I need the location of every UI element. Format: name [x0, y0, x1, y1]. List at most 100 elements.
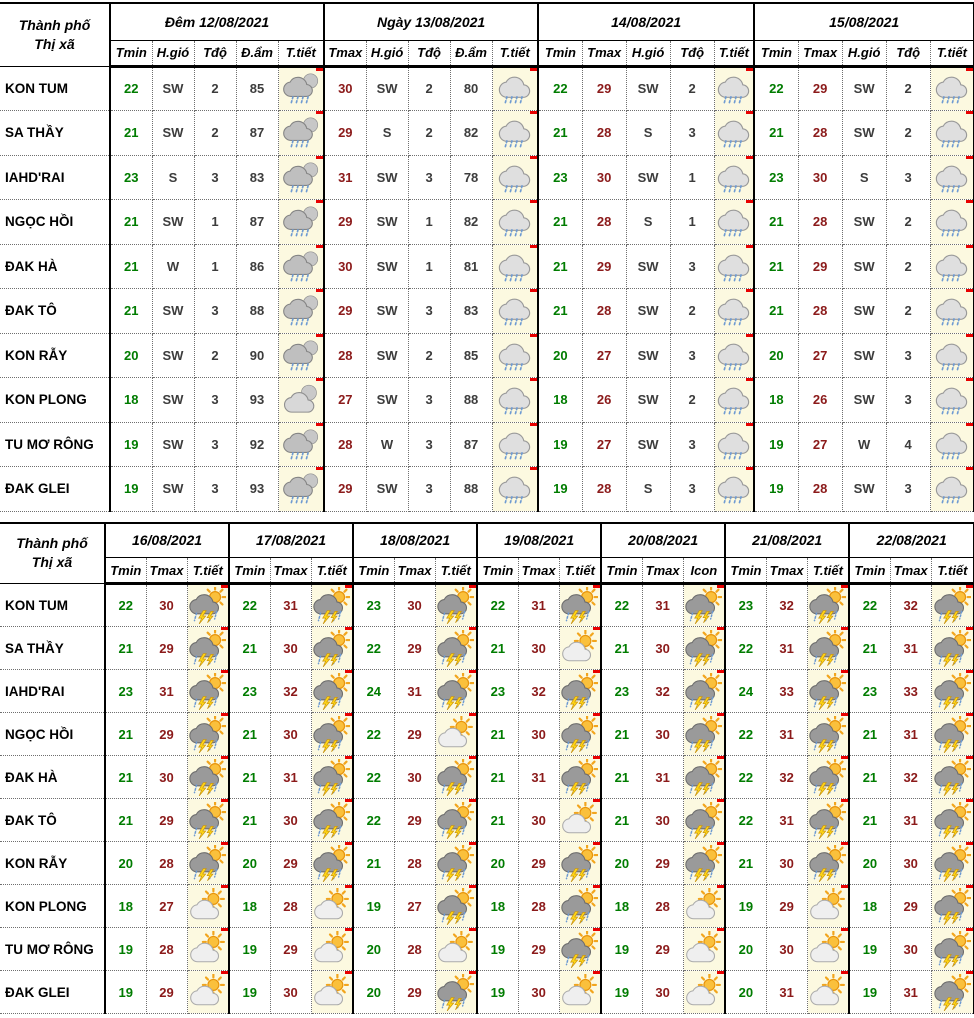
cell-wind: SW	[841, 243, 887, 289]
cell-level: 3	[407, 421, 451, 467]
rain-icon	[496, 203, 533, 240]
cell-tmax: 29	[581, 243, 627, 289]
date-header-row: Thành phố Thị xã Đêm 12/08/2021 Ngày 13/08/…	[0, 2, 974, 67]
table2-weather-forecast: Thành phố Thị xã 16/08/2021 17/08/2021 18/08…	[0, 521, 974, 1014]
table-row: KON PLONG 18 SW 3 93 27 SW 3 88 18 26 SW 2 18 26 SW 3	[0, 377, 974, 423]
cell-tmax: 28	[797, 466, 843, 512]
cell-tmin: 19	[352, 884, 395, 928]
cell-level: 3	[193, 466, 237, 512]
column-header: H.gió	[625, 39, 671, 68]
cell-humid: 93	[235, 377, 279, 423]
cell-tmin: 21	[228, 712, 271, 756]
moon-rain-icon	[282, 248, 319, 285]
cell-tmin: 19	[753, 466, 799, 512]
rain-icon	[715, 203, 752, 240]
cell-tmax: 27	[393, 884, 436, 928]
column-header: T.tiết	[491, 39, 540, 68]
cell-tmin: 20	[109, 332, 153, 378]
column-header: T.tiết	[277, 39, 326, 68]
cell-wind: SW	[151, 288, 195, 334]
cell-tmin: 21	[104, 712, 147, 756]
moon-rain-icon	[282, 426, 319, 463]
cell-tmax: 29	[517, 927, 560, 971]
column-header: Icon	[682, 557, 727, 585]
cell-tmin: 21	[104, 755, 147, 799]
cell-humid: 83	[235, 154, 279, 200]
storm-icon	[313, 630, 350, 667]
cell-tmax: 31	[269, 755, 312, 799]
cell-level: 3	[193, 421, 237, 467]
weather-icon-cell	[558, 626, 603, 670]
rain-icon	[715, 381, 752, 418]
cell-humid: 87	[235, 110, 279, 156]
cell-tmin: 19	[600, 927, 643, 971]
column-header: Tmax	[641, 557, 684, 585]
weather-icon-cell	[930, 626, 974, 670]
cell-level: 2	[885, 243, 931, 289]
sun-cloud-icon	[313, 931, 350, 968]
cell-tmin: 18	[228, 884, 271, 928]
cell-tmin: 19	[476, 970, 519, 1014]
cell-tmin: 22	[104, 583, 147, 627]
cell-tmin: 21	[352, 841, 395, 885]
weather-icon-cell	[930, 884, 974, 928]
cell-wind: SW	[841, 377, 887, 423]
cell-level: 2	[669, 65, 715, 111]
cell-tmin: 21	[600, 755, 643, 799]
cell-tmax: 30	[517, 712, 560, 756]
storm-icon	[934, 931, 971, 968]
weather-icon-cell	[186, 626, 231, 670]
moon-cloud-icon	[282, 381, 319, 418]
cell-level: 3	[407, 466, 451, 512]
weather-icon-cell	[277, 288, 326, 334]
date-header: 19/08/2021	[476, 521, 603, 558]
column-header: Tmax	[517, 557, 560, 585]
cell-tmax: 28	[145, 927, 188, 971]
cell-tmin: 21	[537, 288, 583, 334]
table-row: KON TUM 22 SW 2 85 30 SW 2 80 22 29 SW 2 22 29 SW 2	[0, 65, 974, 111]
cell-tmax: 29	[581, 65, 627, 111]
corner-header: Thành phố Thị xã	[0, 2, 111, 67]
cell-humid: 82	[449, 199, 493, 245]
storm-icon	[437, 759, 474, 796]
cell-wind: SW	[151, 110, 195, 156]
column-header: Tmin	[110, 39, 153, 68]
table-row: TU MƠ RÔNG 19 28 19 29 20 28 19 29 19 29 20 30 19 30	[0, 927, 974, 971]
weather-icon-cell	[277, 199, 326, 245]
cell-tmin: 20	[476, 841, 519, 885]
weather-icon-cell	[434, 626, 479, 670]
cell-level: 4	[885, 421, 931, 467]
cell-level: 3	[669, 110, 715, 156]
cell-level: 2	[669, 377, 715, 423]
cell-tmin: 20	[352, 970, 395, 1014]
cell-tmax: 28	[581, 199, 627, 245]
column-header: Tđộ	[407, 39, 451, 68]
corner-header: Thành phố Thị xã	[0, 521, 106, 584]
column-header: Tmin	[537, 39, 583, 68]
cell-tmin: 23	[848, 669, 891, 713]
weather-icon-cell	[930, 712, 974, 756]
weather-icon-cell	[806, 669, 851, 713]
date-header: 20/08/2021	[600, 521, 727, 558]
sun-cloud-icon	[189, 974, 226, 1011]
cell-level: 2	[407, 110, 451, 156]
cell-tmax: 29	[889, 884, 932, 928]
weather-icon-cell	[310, 755, 355, 799]
cell-level: 1	[193, 199, 237, 245]
cell-tmin: 24	[352, 669, 395, 713]
date-header: 15/08/2021	[753, 2, 974, 41]
cell-tmax: 28	[269, 884, 312, 928]
cell-tmax: 29	[269, 841, 312, 885]
weather-icon-cell	[434, 927, 479, 971]
weather-icon-cell	[558, 712, 603, 756]
cell-humid: 92	[235, 421, 279, 467]
cell-wind: SW	[625, 65, 671, 111]
row-label: KON PLONG	[0, 884, 106, 928]
weather-icon-cell	[806, 626, 851, 670]
weather-icon-cell	[806, 970, 851, 1014]
storm-icon	[685, 716, 722, 753]
column-header: Tmin	[476, 557, 519, 585]
cell-humid: 87	[235, 199, 279, 245]
weather-icon-cell	[310, 927, 355, 971]
cell-tmin: 22	[228, 583, 271, 627]
